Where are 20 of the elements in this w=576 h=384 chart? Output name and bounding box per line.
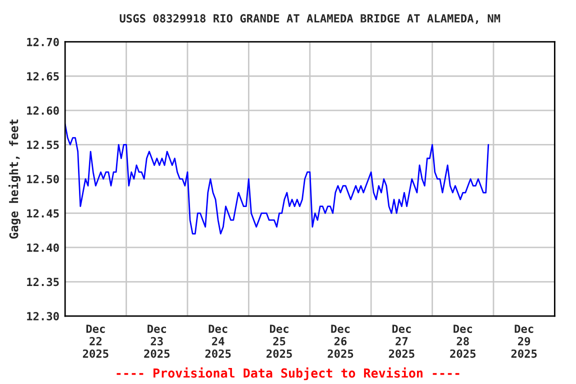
x-tick-label: Dec 29 2025 [511, 324, 537, 358]
y-tick-label: 12.65 [27, 72, 59, 81]
y-tick-label: 12.70 [27, 38, 59, 46]
x-tick-label: Dec 25 2025 [266, 324, 292, 358]
y-tick-label: 12.40 [27, 243, 59, 252]
chart-title: USGS 08329918 RIO GRANDE AT ALAMEDA BRIDGE AT ALAMEDA, NM [120, 14, 500, 24]
x-tick-label: Dec 26 2025 [328, 324, 354, 358]
x-tick-label: Dec 28 2025 [450, 324, 476, 358]
y-tick-label: 12.50 [27, 174, 59, 184]
y-tick-label: 12.35 [27, 278, 59, 286]
y-tick-label: 12.60 [27, 106, 59, 115]
x-tick-label: Dec 27 2025 [388, 324, 414, 358]
text: ---- Provisional Data Subject to Revision ---- [116, 367, 460, 380]
x-tick-label: Dec 24 2025 [205, 324, 231, 358]
y-tick-label: 12.45 [27, 209, 59, 218]
x-tick-label: Dec 23 2025 [144, 324, 170, 358]
x-tick-label: Dec 22 2025 [82, 324, 108, 358]
y-tick-label: 12.55 [27, 140, 59, 150]
y-tick-label: 12.30 [27, 312, 59, 320]
y-axis-title: Gage height, feet [8, 119, 21, 239]
